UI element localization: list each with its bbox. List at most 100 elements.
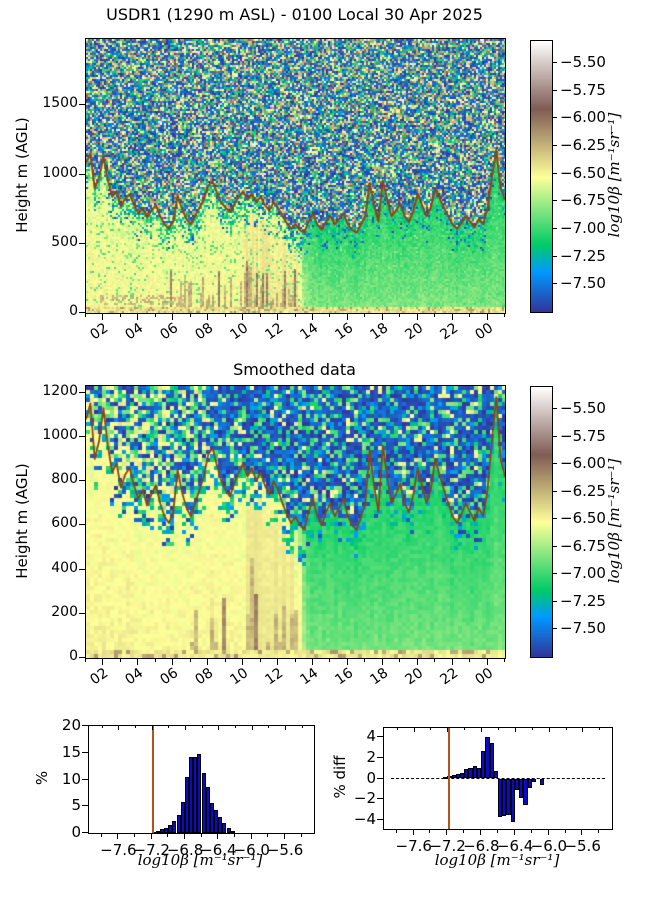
x-minor-tick [434, 659, 436, 662]
x-inner-tick [582, 728, 584, 732]
x-major-tick [513, 830, 515, 835]
colorbar-tick [552, 573, 557, 575]
raw-y-axis-label: Height m (AGL) [13, 117, 31, 233]
x-tick-label: 08 [192, 320, 217, 344]
beta-histogram-panel [88, 725, 315, 834]
x-tick-label: −6.4 [200, 841, 237, 859]
x-major-tick [242, 314, 244, 320]
x-minor-tick [399, 659, 401, 662]
x-major-tick [381, 659, 383, 665]
x-minor-tick [598, 830, 600, 833]
x-minor-tick [100, 834, 102, 837]
x-major-tick [311, 659, 313, 665]
y-tick-label: 0 [71, 823, 81, 841]
hist-bar [197, 754, 202, 833]
x-inner-tick [234, 726, 236, 728]
diff-bar [527, 778, 532, 789]
y-tick-label: 5 [71, 796, 81, 815]
hist-bar [159, 829, 164, 833]
x-major-tick [172, 314, 174, 320]
y-tick-label: 2 [366, 747, 376, 766]
smoothed-heatmap-canvas [86, 386, 505, 658]
y-tick [377, 819, 383, 821]
x-major-tick [416, 659, 418, 665]
x-tick-label: 14 [297, 320, 322, 344]
x-tick-label: 20 [402, 320, 426, 344]
colorbar-tick [552, 89, 557, 91]
x-tick-label: 06 [157, 665, 182, 689]
x-tick-label: −7.2 [133, 841, 170, 859]
x-major-tick [480, 830, 482, 835]
colorbar-tick [552, 117, 557, 119]
colorbar-tick [552, 600, 557, 602]
x-major-tick [446, 830, 448, 835]
smoothed-y-axis-label: Height m (AGL) [13, 463, 31, 579]
y-tick-label: 0 [69, 648, 78, 664]
y-tick [82, 832, 88, 833]
x-tick-label: 22 [437, 665, 461, 689]
x-major-tick [412, 830, 414, 835]
x-inner-tick [481, 728, 483, 732]
x-minor-tick [167, 834, 169, 837]
threshold-line [448, 728, 451, 829]
x-minor-tick [300, 834, 302, 837]
x-tick-label: 10 [227, 665, 252, 689]
x-inner-tick [430, 728, 432, 730]
diff-bar [506, 778, 511, 815]
hist-bar [168, 824, 173, 833]
colorbar-tick-label: −6.50 [560, 509, 606, 528]
x-major-tick [451, 659, 453, 665]
x-tick-label: 04 [122, 320, 147, 344]
x-tick-label: −5.6 [266, 841, 304, 859]
x-inner-tick [599, 728, 601, 730]
y-tick [377, 798, 383, 800]
y-tick-label: 400 [51, 559, 78, 576]
x-minor-tick [497, 830, 498, 833]
x-minor-tick [133, 834, 135, 837]
hist-bar [180, 801, 185, 833]
colorbar-tick-label: −5.50 [560, 53, 606, 72]
diff-bar [489, 743, 494, 779]
raw-panel-title: USDR1 (1290 m ASL) - 0100 Local 30 Apr 2… [106, 5, 483, 24]
x-major-tick [137, 659, 139, 665]
y-tick-label: −2 [353, 789, 376, 808]
x-tick-label: 06 [157, 320, 182, 344]
colorbar-tick-label: −7.25 [560, 246, 606, 265]
hist-bar [218, 816, 223, 833]
diff-bar [510, 778, 515, 822]
y-tick-label: 1000 [42, 164, 78, 181]
x-tick-label: −6.0 [530, 837, 568, 855]
diff-bar [498, 778, 503, 818]
y-tick [79, 435, 85, 437]
x-tick-label: 18 [367, 665, 391, 689]
x-tick-label: 12 [262, 665, 287, 689]
x-major-tick [311, 314, 313, 320]
diff-bar [451, 774, 456, 779]
x-major-tick [242, 659, 244, 665]
hist-bar [205, 786, 210, 833]
x-inner-tick [284, 726, 286, 730]
y-tick [82, 725, 88, 726]
x-minor-tick [259, 314, 261, 317]
colorbar-tick-label: −7.25 [560, 591, 606, 610]
x-inner-tick [447, 728, 449, 732]
colorbar-tick-label: −6.25 [560, 481, 606, 500]
x-minor-tick [395, 830, 397, 833]
diff-bar [493, 771, 498, 779]
diff-bar [502, 778, 507, 816]
y-tick [79, 242, 85, 244]
x-inner-tick [151, 726, 153, 730]
x-major-tick [486, 314, 488, 320]
x-tick-label: 14 [297, 665, 322, 689]
y-tick-label: 4 [366, 726, 376, 745]
y-tick-label: 0 [69, 303, 78, 319]
x-inner-tick [251, 726, 253, 730]
x-tick-label: −6.8 [463, 837, 500, 855]
x-inner-tick [118, 726, 120, 730]
x-minor-tick [463, 830, 465, 833]
x-major-tick [277, 314, 279, 320]
diff-bar [464, 769, 469, 779]
x-major-tick [102, 659, 104, 665]
x-tick-label: −6.0 [233, 841, 270, 859]
